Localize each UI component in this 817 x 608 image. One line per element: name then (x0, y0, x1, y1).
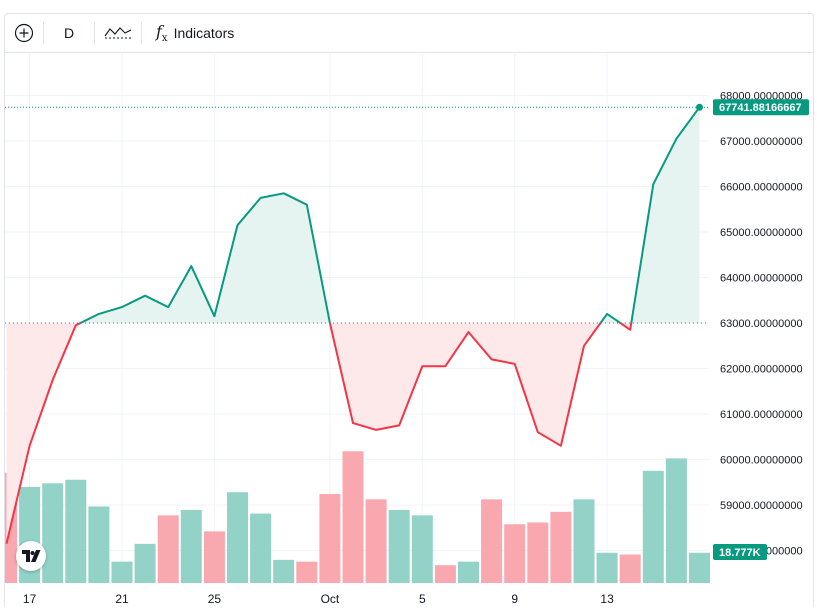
time-axis: 17 21 25 Oct 5 9 13 (23, 592, 614, 606)
x-tick-label: 13 (600, 592, 614, 606)
x-tick-label: 17 (23, 592, 37, 606)
volume-bar (365, 499, 387, 583)
add-symbol-button[interactable] (5, 14, 43, 52)
volume-bar (88, 506, 110, 583)
volume-bar (342, 451, 364, 583)
volume-bar (273, 559, 295, 583)
toolbar-divider (141, 22, 142, 44)
volume-bar (250, 513, 272, 583)
y-tick-label: 61000.00000000 (720, 409, 803, 421)
volume-bar (642, 470, 664, 583)
series-line-above (78, 106, 701, 323)
tradingview-logo-icon (22, 550, 41, 562)
volume-bar (134, 543, 156, 583)
indicators-button[interactable]: fx Indicators (142, 14, 244, 52)
last-volume-tag (713, 544, 767, 560)
x-tick-label: 9 (511, 592, 518, 606)
price-axis: 68000.0000000067000.0000000066000.000000… (720, 91, 803, 558)
volume-bar (111, 561, 133, 583)
baseline-area (5, 103, 709, 544)
y-tick-label: 67000.00000000 (720, 136, 803, 148)
area-fill-below (6, 323, 700, 544)
interval-button[interactable]: D (63, 25, 75, 41)
series-line-below (5, 323, 633, 544)
volume-bar (665, 458, 687, 583)
volume-bar (527, 522, 549, 583)
plus-circle-icon (14, 23, 34, 43)
y-tick-label: 59000.00000000 (720, 500, 803, 512)
volume-bar (227, 492, 248, 583)
volume-bar (504, 524, 526, 583)
chart-type-button[interactable] (95, 14, 141, 52)
volume-bar (388, 510, 410, 583)
toolbar-divider (94, 22, 95, 44)
chart-style-icon (104, 27, 132, 39)
volume-bar (319, 494, 341, 583)
y-tick-label: 63000.00000000 (720, 318, 803, 330)
volume-bar (619, 554, 641, 583)
last-volume-value: 18.777K (719, 547, 761, 559)
volume-bar (458, 561, 479, 583)
x-tick-label: 5 (419, 592, 426, 606)
volume-bar (203, 531, 225, 583)
last-price-tag (713, 99, 809, 116)
x-tick-label: 25 (208, 592, 222, 606)
volume-bar (42, 483, 64, 583)
volume-bar (434, 565, 456, 583)
volume-bars (5, 451, 710, 583)
x-tick-label: 21 (115, 592, 129, 606)
volume-bar (481, 499, 503, 583)
volume-bar (296, 561, 318, 583)
volume-bar (573, 499, 595, 583)
last-price-point (696, 103, 703, 111)
last-price-value: 67741.88166667 (719, 102, 802, 114)
volume-bar (689, 552, 710, 583)
volume-bar (65, 479, 87, 583)
function-icon: fx (156, 21, 168, 45)
volume-bar (550, 511, 572, 583)
volume-bar (180, 510, 202, 583)
y-tick-label: 64000.00000000 (720, 273, 803, 285)
volume-bar (411, 515, 433, 583)
chart-toolbar: D fx Indicators (5, 14, 813, 53)
toolbar-divider (43, 22, 44, 44)
y-tick-label: 62000.00000000 (720, 364, 803, 376)
x-tick-label: Oct (321, 592, 340, 606)
price-tags: 67741.88166667 18.777K (713, 99, 809, 560)
indicators-label: Indicators (173, 25, 235, 41)
y-tick-label: 66000.00000000 (720, 182, 803, 194)
y-tick-label: 60000.00000000 (720, 455, 803, 467)
volume-bar (157, 515, 179, 583)
y-tick-label: 65000.00000000 (720, 227, 803, 239)
volume-bar (596, 552, 618, 583)
tradingview-logo[interactable] (16, 541, 46, 571)
